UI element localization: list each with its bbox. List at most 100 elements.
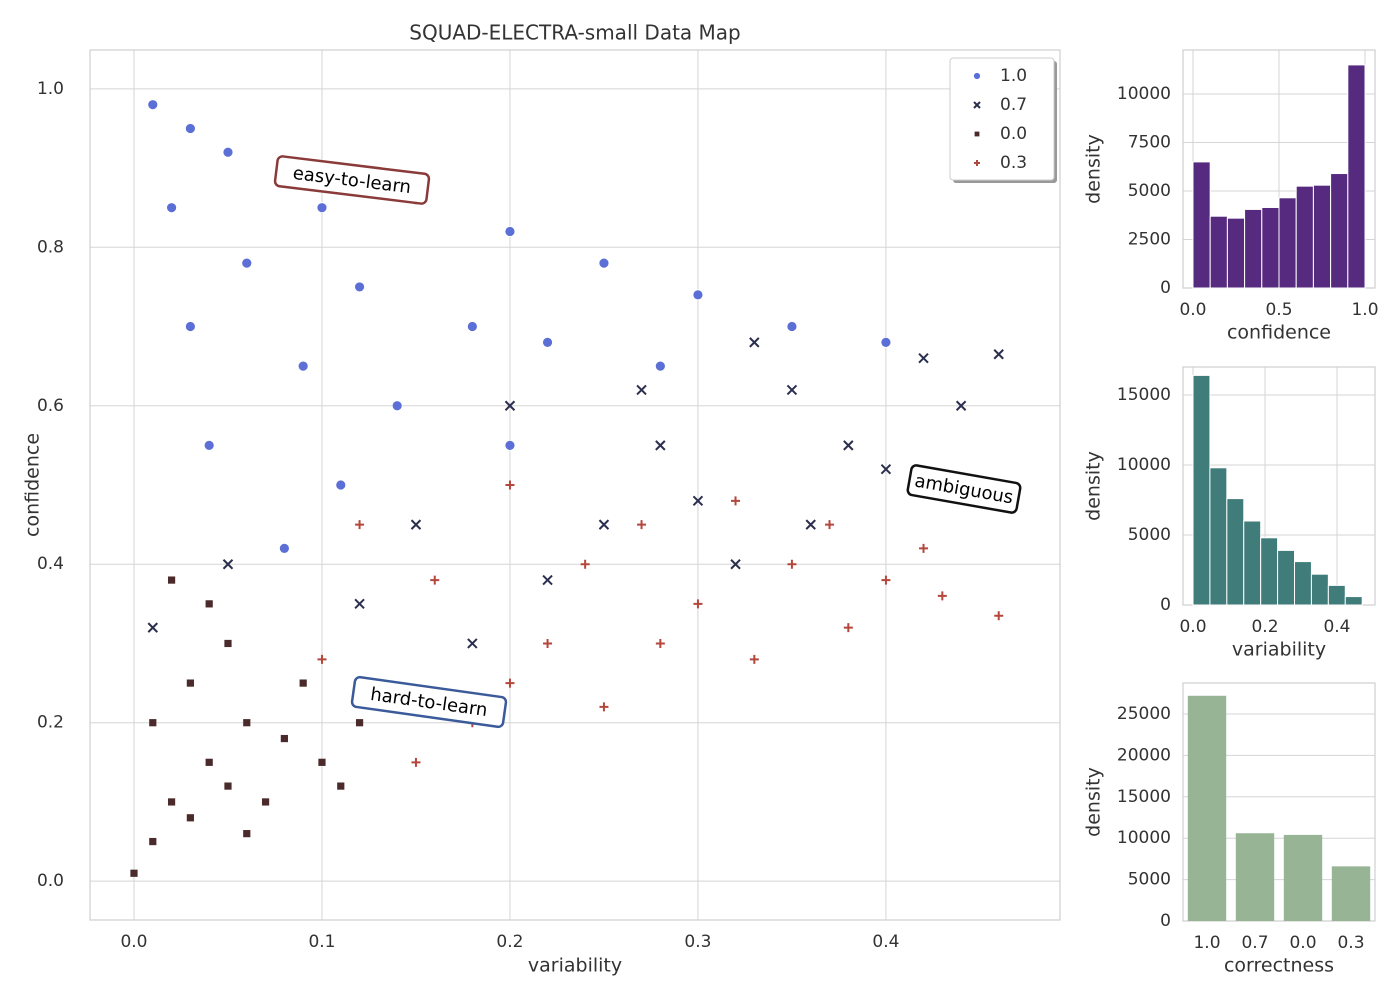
point xyxy=(598,519,610,530)
y-tick-label: 10000 xyxy=(1117,455,1171,475)
point xyxy=(430,575,440,585)
point xyxy=(730,559,741,570)
point xyxy=(637,520,647,530)
y-tick-label: 0 xyxy=(1160,278,1171,298)
point xyxy=(184,321,196,332)
x-tick-label: 0.4 xyxy=(872,932,899,952)
point xyxy=(411,757,421,767)
point xyxy=(354,598,365,610)
axes-frame xyxy=(89,49,1061,921)
legend-label: 0.7 xyxy=(1000,95,1027,115)
legend-label: 1.0 xyxy=(1000,66,1027,86)
point xyxy=(731,496,741,506)
point xyxy=(974,131,980,137)
point xyxy=(786,321,798,332)
bar xyxy=(1330,173,1349,289)
bar xyxy=(1243,520,1262,606)
chart-title: SQUAD-ELECTRA-small Data Map xyxy=(409,21,740,45)
point xyxy=(749,337,760,348)
point xyxy=(278,542,290,554)
y-tick-label: 0.2 xyxy=(37,713,64,733)
bar xyxy=(1294,561,1312,606)
bar xyxy=(1226,498,1245,606)
x-axis-label: variability xyxy=(528,955,622,977)
point xyxy=(354,281,365,293)
point xyxy=(167,576,176,584)
x-tick-label: 0.0 xyxy=(1289,933,1316,953)
point xyxy=(149,837,157,846)
point xyxy=(355,520,365,530)
annotation: easy-to-learn xyxy=(273,155,431,205)
y-axis-label: density xyxy=(1083,134,1105,204)
x-tick-label: 0.0 xyxy=(120,932,147,952)
point xyxy=(955,400,967,411)
point xyxy=(749,654,759,664)
bar xyxy=(1235,833,1275,921)
point xyxy=(504,226,516,237)
point xyxy=(504,439,516,451)
x-tick-label: 1.0 xyxy=(1193,933,1220,953)
point xyxy=(167,798,176,806)
y-tick-label: 5000 xyxy=(1128,525,1171,545)
y-tick-label: 2500 xyxy=(1128,229,1171,249)
point xyxy=(973,101,981,109)
point xyxy=(337,782,345,790)
bar xyxy=(1278,197,1297,289)
point xyxy=(184,123,196,134)
point xyxy=(973,72,981,80)
y-axis-label: density xyxy=(1083,451,1105,521)
point xyxy=(299,679,307,687)
y-axis-label: density xyxy=(1083,767,1105,837)
point xyxy=(843,440,854,451)
point xyxy=(261,798,270,806)
y-tick-label: 0 xyxy=(1160,595,1171,615)
bar xyxy=(1331,866,1371,921)
point xyxy=(391,400,403,412)
point xyxy=(937,591,947,601)
bar xyxy=(1327,584,1346,606)
y-tick-label: 5000 xyxy=(1128,870,1171,890)
point xyxy=(543,638,553,648)
point xyxy=(205,600,213,608)
point xyxy=(355,719,364,727)
point xyxy=(598,257,610,269)
bar xyxy=(1312,184,1332,289)
x-tick-label: 0.1 xyxy=(308,932,335,952)
annotation-box xyxy=(273,155,431,205)
point xyxy=(147,99,159,111)
point xyxy=(203,439,215,451)
point xyxy=(166,202,177,214)
point xyxy=(280,734,288,743)
y-tick-label: 0.6 xyxy=(37,396,64,416)
y-tick-label: 25000 xyxy=(1117,704,1171,724)
point xyxy=(881,575,891,585)
point xyxy=(655,440,666,451)
bar xyxy=(1344,596,1363,606)
point xyxy=(805,519,816,530)
x-tick-label: 0.0 xyxy=(1179,300,1206,320)
y-tick-label: 15000 xyxy=(1117,385,1171,405)
y-axis-label: confidence xyxy=(22,433,44,537)
x-tick-label: 0.3 xyxy=(684,932,711,952)
point xyxy=(974,160,980,166)
point xyxy=(335,479,347,491)
point xyxy=(599,702,609,712)
legend-label: 0.3 xyxy=(1000,153,1027,173)
x-tick-label: 0.4 xyxy=(1323,617,1350,637)
point xyxy=(222,559,234,570)
y-tick-label: 7500 xyxy=(1128,132,1171,152)
bar xyxy=(1310,573,1329,606)
y-tick-label: 15000 xyxy=(1117,787,1171,807)
legend-box xyxy=(949,57,1055,181)
y-tick-label: 0.0 xyxy=(37,871,64,891)
point xyxy=(316,202,328,214)
y-tick-label: 1.0 xyxy=(37,79,64,99)
point xyxy=(693,599,703,609)
point xyxy=(542,574,553,586)
annotation: ambiguous xyxy=(906,464,1022,514)
point xyxy=(994,611,1004,621)
point xyxy=(654,360,666,372)
bar xyxy=(1187,695,1227,921)
point xyxy=(224,639,232,648)
bar xyxy=(1260,537,1279,606)
